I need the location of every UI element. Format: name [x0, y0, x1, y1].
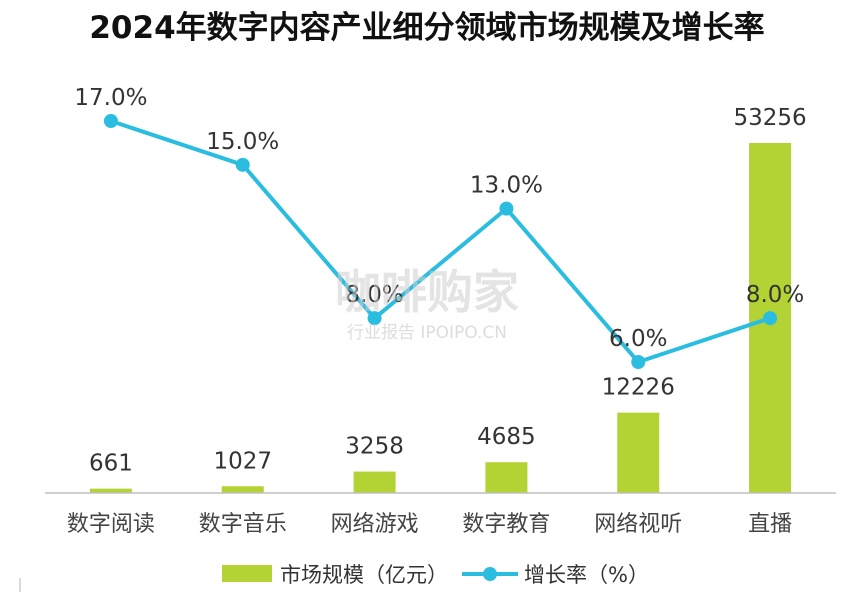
bar-3 — [485, 462, 528, 493]
line-value-label-0: 17.0% — [74, 85, 147, 111]
line-point-3 — [499, 201, 514, 216]
category-label-1: 数字音乐 — [199, 512, 287, 537]
bar-value-label-3: 4685 — [477, 424, 536, 450]
watermark-main: 咖啡购家 — [335, 265, 519, 319]
bar-value-labels: 661 1027 3258 4685 12226 53256 — [89, 105, 807, 477]
line-value-label-4: 6.0% — [609, 326, 667, 352]
line-point-4 — [631, 355, 646, 369]
bar-0 — [89, 488, 132, 493]
line-series — [103, 114, 778, 369]
legend-bar-swatch — [222, 565, 272, 582]
watermark-sub: 行业报告 IPOIPO.CN — [347, 323, 507, 343]
line-value-label-5: 8.0% — [746, 282, 804, 308]
bar-value-label-2: 3258 — [345, 434, 404, 460]
line-point-0 — [103, 114, 118, 128]
legend-bar-label: 市场规模（亿元） — [280, 563, 448, 587]
line-value-label-3: 13.0% — [470, 173, 543, 199]
growth-line — [110, 119, 771, 364]
legend-line-marker — [483, 567, 497, 581]
category-label-2: 网络游戏 — [331, 512, 419, 537]
bar-value-label-1: 1027 — [213, 448, 272, 474]
bar-2 — [353, 471, 396, 493]
bar-value-label-5: 53256 — [733, 105, 806, 131]
chart-title: 2024年数字内容产业细分领域市场规模及增长率 — [89, 10, 764, 46]
line-value-labels: 17.0% 15.0% 8.0% 13.0% 6.0% 8.0% — [74, 85, 804, 352]
bar-value-label-0: 661 — [89, 451, 133, 477]
legend: 市场规模（亿元） 增长率（%） — [222, 563, 649, 587]
category-label-4: 网络视听 — [594, 512, 682, 537]
line-value-label-2: 8.0% — [345, 282, 403, 308]
line-value-label-1: 15.0% — [206, 129, 279, 155]
category-labels: 数字阅读 数字音乐 网络游戏 数字教育 网络视听 直播 — [67, 512, 792, 537]
category-label-5: 直播 — [748, 512, 792, 537]
watermark: 咖啡购家 行业报告 IPOIPO.CN — [335, 265, 519, 343]
line-point-1 — [235, 157, 250, 172]
line-point-5 — [763, 311, 778, 326]
category-label-3: 数字教育 — [462, 512, 550, 537]
bar-value-label-4: 12226 — [602, 375, 675, 401]
category-label-0: 数字阅读 — [67, 512, 155, 537]
bar-4 — [617, 412, 660, 493]
line-point-2 — [367, 311, 382, 326]
bar-1 — [221, 486, 264, 493]
legend-line-label: 增长率（%） — [524, 563, 649, 587]
